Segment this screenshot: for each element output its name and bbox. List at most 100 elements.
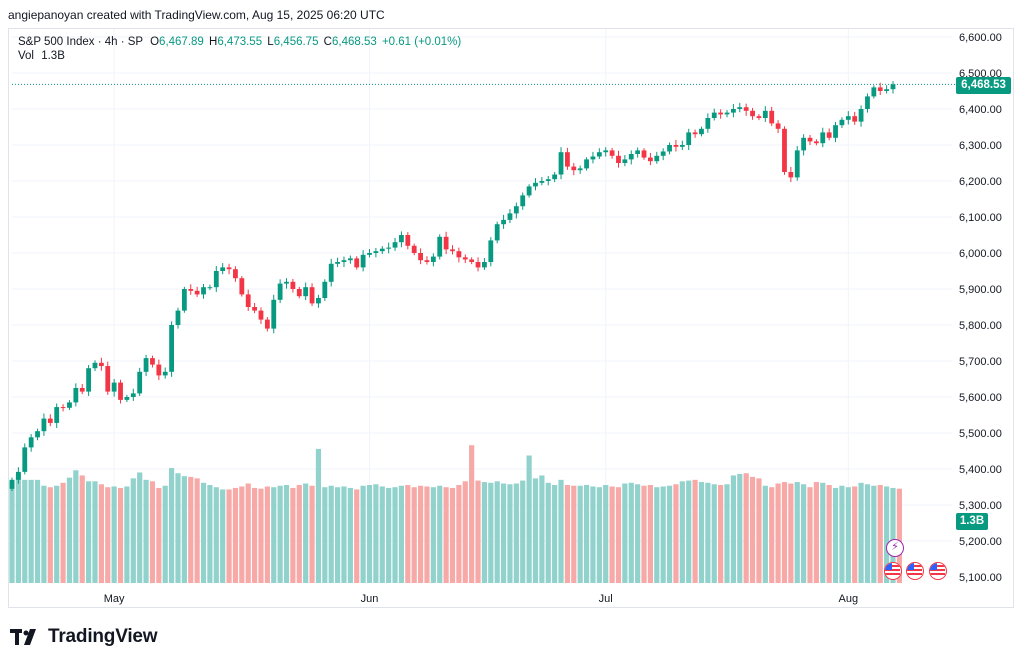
close-label: C (323, 36, 332, 48)
candle-body (730, 109, 736, 113)
volume-legend: Vol 1.3B (18, 50, 65, 62)
candle-body (775, 123, 781, 129)
y-tick-label: 5,600.00 (959, 392, 1002, 404)
volume-bar (775, 483, 781, 583)
volume-bar (884, 486, 890, 583)
candle-body (162, 371, 168, 376)
candle-body (405, 235, 411, 246)
volume-bar (628, 482, 634, 583)
volume-bar (405, 485, 411, 583)
candle-body (482, 262, 487, 268)
volume-bar (411, 487, 417, 583)
candle-body (865, 96, 870, 109)
volume-bar (200, 482, 207, 583)
volume-bar (213, 487, 219, 583)
volume-bar (251, 487, 258, 583)
volume-bar (232, 487, 239, 583)
candle-body (794, 150, 800, 178)
candle-body (596, 152, 602, 157)
candle-body (264, 319, 270, 329)
symbol-label[interactable]: S&P 500 Index · 4h · SP (18, 36, 143, 48)
candle-body (424, 260, 430, 262)
candle-body (303, 287, 309, 297)
candle-body (226, 267, 232, 270)
volume-bar (781, 482, 788, 583)
volume-bar (858, 482, 864, 583)
high-label: H (209, 36, 218, 48)
candle-body (858, 109, 864, 122)
volume-bar (366, 485, 373, 583)
volume-bar (801, 484, 807, 583)
candle-body (603, 150, 609, 153)
candle-body (239, 278, 245, 295)
volume-bar (354, 489, 360, 583)
volume-bar (609, 486, 615, 583)
candle-body (469, 259, 475, 262)
volume-bar (424, 486, 430, 583)
candle-body (839, 119, 845, 126)
change-value: +0.61 (+0.01%) (381, 36, 462, 48)
candle-body (616, 155, 621, 163)
price-chart[interactable]: 6,600.006,500.006,400.006,300.006,200.00… (0, 0, 1024, 620)
volume-bar (507, 484, 513, 583)
close-value: 6,468.53 (331, 36, 377, 48)
volume-bar (654, 487, 660, 583)
volume-bar (564, 485, 571, 583)
y-tick-label: 5,900.00 (959, 284, 1002, 296)
volume-value: 1.3B (41, 50, 65, 62)
candle-body (316, 298, 321, 304)
volume-bar (360, 485, 366, 583)
volume-bar (169, 468, 175, 583)
volume-bar (303, 483, 309, 583)
volume-bar (698, 482, 705, 583)
volume-bar (641, 485, 647, 583)
volume-bar (513, 483, 519, 583)
candle-body (807, 137, 813, 142)
volume-bar (756, 478, 762, 583)
y-tick-label: 6,400.00 (959, 104, 1002, 116)
volume-label[interactable]: Vol (18, 50, 34, 62)
candle-body (577, 168, 583, 171)
volume-bar (322, 487, 328, 583)
candle-body (143, 358, 149, 372)
volume-bar (743, 473, 749, 583)
volume-bar (47, 487, 53, 583)
volume-bar (718, 485, 724, 583)
volume-bar (590, 486, 596, 583)
chart-credit: angiepanoyan created with TradingView.co… (8, 8, 385, 22)
volume-bar (730, 475, 736, 583)
volume-bar (392, 487, 398, 583)
volume-bar (15, 473, 21, 583)
volume-bar (603, 485, 609, 583)
candle-body (54, 407, 60, 423)
volume-bar (545, 482, 551, 583)
us-flag-icon[interactable] (884, 562, 902, 580)
candle-body (181, 289, 187, 311)
candle-body (750, 110, 755, 117)
volume-bar (469, 445, 475, 583)
volume-bar (181, 476, 187, 583)
volume-bar (494, 481, 500, 583)
chart-frame[interactable] (8, 28, 1014, 608)
volume-bar (34, 479, 41, 583)
y-tick-label: 5,700.00 (959, 356, 1002, 368)
candle-body (22, 447, 28, 472)
candle-body (258, 310, 264, 320)
candle-body (545, 179, 551, 181)
volume-bar (430, 487, 436, 583)
y-tick-label: 5,400.00 (959, 464, 1002, 476)
low-label: L (267, 36, 274, 48)
volume-bar (686, 480, 692, 583)
volume-bar (769, 487, 775, 583)
candle-body (207, 287, 213, 289)
us-flag-icon[interactable] (906, 562, 924, 580)
volume-tag: 1.3B (956, 513, 988, 530)
lightning-icon[interactable]: ⚡ (886, 539, 904, 557)
candle-body (367, 253, 372, 255)
us-flag-icon[interactable] (929, 562, 947, 580)
candle-body (92, 362, 98, 369)
tradingview-logo[interactable]: TradingView (10, 626, 158, 648)
candle-body (194, 290, 200, 295)
y-tick-label: 5,800.00 (959, 320, 1002, 332)
volume-bar (143, 479, 149, 583)
